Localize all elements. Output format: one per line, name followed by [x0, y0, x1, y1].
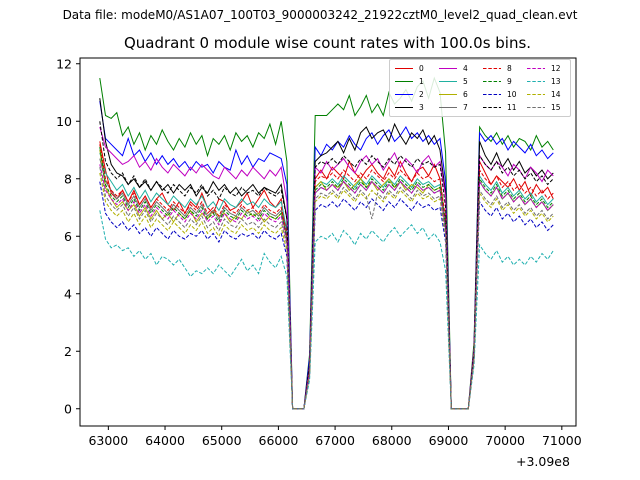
legend-swatch [483, 81, 501, 82]
x-tick-label: 69000 [429, 433, 469, 448]
series-line-9 [99, 147, 554, 410]
series-line-1 [99, 76, 554, 410]
legend-label: 13 [551, 77, 561, 86]
y-axis: 0 2 4 6 8 10 12 [56, 56, 80, 416]
legend-swatch [395, 68, 413, 69]
y-tick-label: 10 [56, 114, 72, 129]
legend-swatch [483, 107, 501, 108]
series-line-2 [99, 101, 554, 410]
legend-label: 1 [419, 77, 424, 86]
data-file-label: Data file: modeM0/AS1A07_100T03_90000032… [62, 8, 578, 22]
series-line-8 [99, 144, 554, 410]
legend-swatch [483, 94, 501, 95]
legend-label: 2 [419, 90, 424, 99]
legend-label: 14 [551, 90, 561, 99]
y-tick-label: 8 [64, 171, 72, 186]
x-axis-offset-label: +3.09e8 [516, 454, 570, 469]
legend-label: 10 [507, 90, 517, 99]
legend-label: 6 [463, 90, 468, 99]
series-line-5 [99, 152, 554, 410]
legend-label: 11 [507, 103, 517, 112]
legend-swatch [439, 81, 457, 82]
series-line-12 [99, 164, 554, 410]
legend-label: 5 [463, 77, 468, 86]
legend-label: 8 [507, 64, 512, 73]
y-tick-label: 2 [64, 344, 72, 359]
legend-label: 12 [551, 64, 561, 73]
legend-label: 9 [507, 77, 512, 86]
series-line-6 [99, 149, 554, 410]
legend-label: 7 [463, 103, 468, 112]
chart-title: Quadrant 0 module wise count rates with … [123, 34, 532, 52]
legend: 0 1 2 3 4 5 6 7 8 9 10 11 12 13 14 15 [389, 59, 571, 117]
x-tick-label: 70000 [485, 433, 525, 448]
x-tick-label: 67000 [315, 433, 355, 448]
legend-label: 15 [551, 103, 561, 112]
series-line-0 [99, 141, 554, 410]
legend-swatch [395, 107, 413, 108]
legend-label: 3 [419, 103, 424, 112]
x-tick-label: 68000 [372, 433, 412, 448]
plot-frame [79, 57, 577, 427]
series-line-10 [99, 181, 554, 410]
x-tick-label: 64000 [145, 433, 185, 448]
x-axis: 63000 64000 65000 66000 67000 68000 69000 70000… [88, 426, 582, 448]
x-tick-label: 66000 [259, 433, 299, 448]
legend-swatch [395, 81, 413, 82]
legend-swatch [527, 94, 545, 95]
legend-swatch [527, 68, 545, 69]
x-tick-label: 71000 [542, 433, 582, 448]
legend-swatch [395, 94, 413, 95]
x-tick-label: 63000 [88, 433, 128, 448]
legend-swatch [439, 68, 457, 69]
series-line-4 [99, 126, 554, 410]
y-tick-label: 0 [64, 401, 72, 416]
legend-label: 4 [463, 64, 468, 73]
legend-swatch [439, 107, 457, 108]
series-layer [99, 76, 554, 410]
series-line-11 [99, 121, 554, 410]
y-tick-label: 4 [64, 286, 72, 301]
legend-label: 0 [419, 64, 424, 73]
legend-swatch [483, 68, 501, 69]
series-line-15 [99, 167, 554, 410]
legend-swatch [527, 107, 545, 108]
x-tick-label: 65000 [202, 433, 242, 448]
y-tick-label: 6 [64, 229, 72, 244]
legend-swatch [439, 94, 457, 95]
legend-swatch [527, 81, 545, 82]
series-line-14 [99, 172, 554, 410]
series-line-13 [99, 210, 554, 410]
y-tick-label: 12 [56, 56, 72, 71]
